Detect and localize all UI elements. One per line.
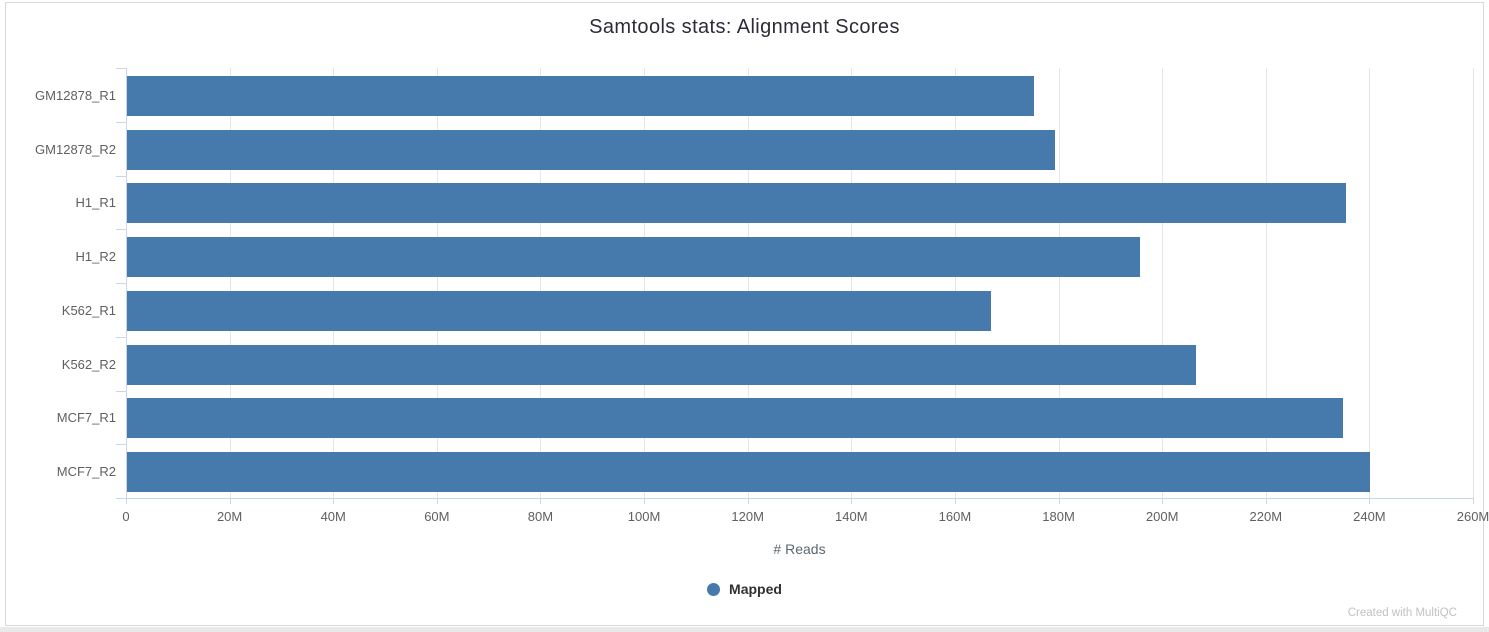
x-axis-tick bbox=[229, 498, 231, 504]
x-tick-label: 120M bbox=[731, 509, 764, 524]
x-gridline bbox=[644, 68, 646, 498]
bar-k562-r1[interactable] bbox=[127, 290, 991, 331]
x-tick-label: 160M bbox=[938, 509, 972, 524]
x-axis-tick bbox=[644, 498, 646, 504]
multiqc-watermark: Created with MultiQC bbox=[1347, 607, 1457, 619]
x-gridline bbox=[436, 68, 438, 498]
x-tick-label: 140M bbox=[835, 509, 868, 524]
y-category-label: K562_R2 bbox=[61, 356, 116, 372]
y-category-label: H1_R2 bbox=[75, 249, 116, 265]
y-axis-tick bbox=[116, 229, 126, 231]
plot-area: 0 20M 40M 60M 80M 100M 120M 140M 160M 180M 200M 220… bbox=[6, 3, 1489, 625]
x-tick-label: 60M bbox=[424, 509, 450, 524]
x-axis-tick bbox=[1473, 498, 1474, 504]
chart-card: Samtools stats: Alignment Scores 0 20M 40M… bbox=[5, 2, 1489, 626]
bar-h1-r2[interactable] bbox=[127, 237, 1141, 278]
chart-title: Samtools stats: Alignment Scores bbox=[589, 16, 900, 38]
y-category-label: GM12878_R1 bbox=[35, 87, 116, 103]
x-axis-tick bbox=[540, 498, 542, 504]
x-tick-label: 0 bbox=[122, 509, 130, 524]
x-axis-tick bbox=[1265, 498, 1267, 504]
y-axis-tick bbox=[116, 444, 126, 446]
x-tick-label: 260M bbox=[1456, 509, 1489, 524]
legend-series-dot-icon bbox=[707, 582, 721, 596]
x-axis-tick bbox=[126, 498, 127, 504]
x-gridline bbox=[1058, 68, 1060, 498]
y-axis-line bbox=[126, 68, 127, 498]
x-tick-label: 80M bbox=[527, 509, 554, 524]
y-axis-tick bbox=[116, 68, 126, 69]
y-category-label: H1_R1 bbox=[75, 195, 116, 211]
x-tick-label: 220M bbox=[1249, 509, 1283, 524]
y-category-label: MCF7_R2 bbox=[56, 464, 116, 480]
x-axis-title: # Reads bbox=[773, 541, 826, 557]
legend-series-label: Mapped bbox=[729, 581, 782, 597]
x-axis-line bbox=[126, 498, 1474, 499]
y-axis-tick bbox=[116, 283, 126, 284]
x-gridline bbox=[851, 68, 853, 498]
x-axis-tick bbox=[747, 498, 749, 504]
y-axis-tick bbox=[116, 175, 126, 177]
y-axis-tick bbox=[116, 390, 126, 392]
x-axis-tick bbox=[1162, 498, 1164, 504]
x-tick-label: 20M bbox=[216, 509, 243, 524]
bar-h1-r1[interactable] bbox=[127, 183, 1346, 224]
y-axis-tick bbox=[116, 121, 126, 123]
x-gridline bbox=[1265, 68, 1267, 498]
y-category-label: MCF7_R1 bbox=[56, 410, 116, 426]
y-category-label: GM12878_R2 bbox=[35, 141, 116, 157]
legend: Mapped bbox=[6, 581, 1483, 597]
y-category-label: K562_R1 bbox=[61, 302, 116, 318]
x-gridline bbox=[229, 68, 231, 498]
x-tick-label: 200M bbox=[1145, 509, 1179, 524]
bar-mcf7-r2[interactable] bbox=[127, 452, 1371, 493]
x-axis-tick bbox=[1369, 498, 1371, 504]
x-gridline bbox=[1162, 68, 1164, 498]
x-tick-label: 40M bbox=[320, 509, 346, 524]
legend-item-mapped[interactable]: Mapped bbox=[707, 581, 782, 597]
bar-gm12878-r2[interactable] bbox=[127, 129, 1056, 170]
x-gridline bbox=[954, 68, 956, 498]
x-axis-tick bbox=[954, 498, 956, 504]
x-gridline bbox=[747, 68, 749, 498]
bar-mcf7-r1[interactable] bbox=[127, 398, 1343, 439]
x-axis-tick bbox=[851, 498, 853, 504]
x-tick-label: 240M bbox=[1353, 509, 1386, 524]
x-tick-label: 100M bbox=[627, 509, 661, 524]
x-gridline bbox=[1473, 68, 1474, 498]
x-gridline bbox=[540, 68, 542, 498]
page-bottom-strip bbox=[0, 627, 1489, 632]
y-axis-tick bbox=[116, 336, 126, 338]
x-axis-tick bbox=[333, 498, 335, 504]
y-axis-tick bbox=[116, 498, 126, 499]
x-axis-tick bbox=[436, 498, 438, 504]
bar-gm12878-r1[interactable] bbox=[127, 75, 1035, 116]
x-axis-tick bbox=[1058, 498, 1060, 504]
x-gridline bbox=[333, 68, 335, 498]
x-gridline bbox=[1369, 68, 1371, 498]
bar-k562-r2[interactable] bbox=[127, 344, 1197, 385]
x-tick-label: 180M bbox=[1042, 509, 1075, 524]
